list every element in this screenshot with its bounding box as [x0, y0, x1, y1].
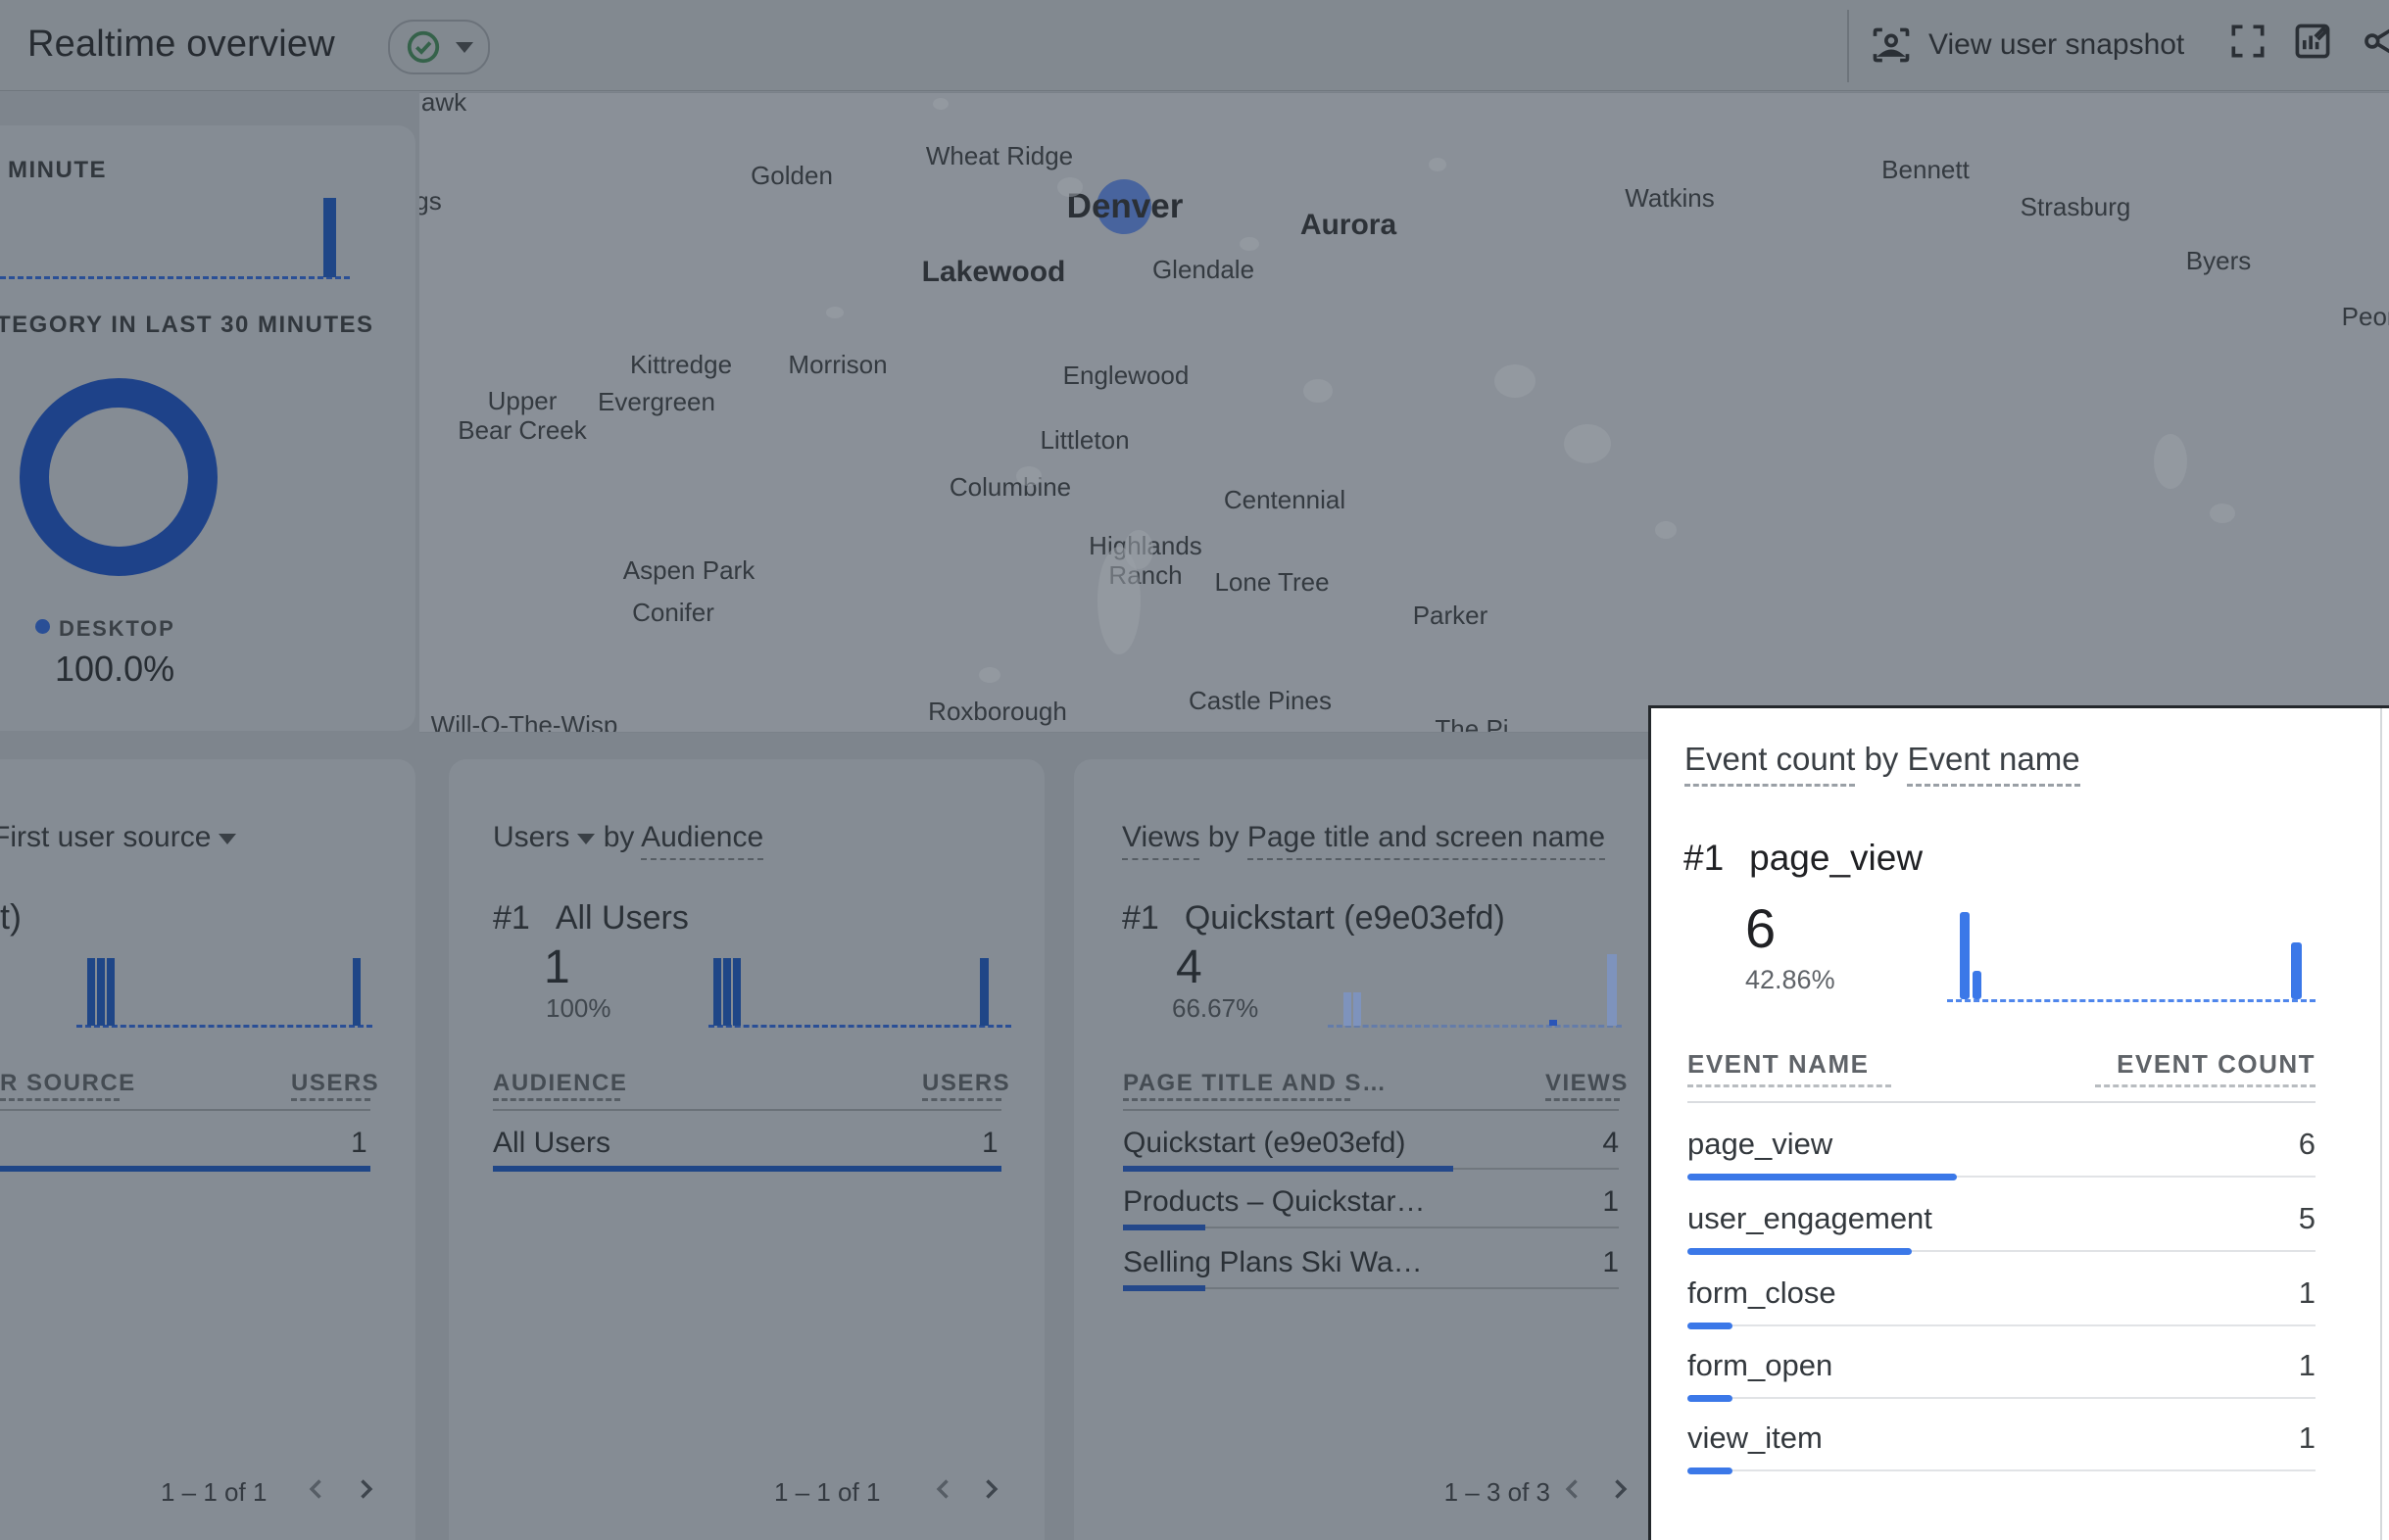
spark-bar	[713, 958, 721, 1026]
map-terrain-patch	[1494, 364, 1536, 398]
map-city-label: Morrison	[788, 351, 887, 380]
event-count-panel: Event count by Event name #1page_view 6 …	[1648, 705, 2389, 1540]
views-spark	[1074, 759, 1666, 1540]
map-city-label: Conifer	[632, 599, 714, 628]
map-terrain-patch	[1564, 424, 1611, 463]
spark-bar	[1607, 954, 1617, 1026]
spark-baseline	[76, 1025, 372, 1028]
map-terrain-patch	[979, 667, 1000, 683]
map-city-label: Aspen Park	[623, 556, 755, 586]
map-city-label: Wheat Ridge	[926, 142, 1073, 171]
map-city-label: Golden	[751, 162, 833, 191]
spark-bar	[723, 958, 731, 1026]
map-city-label: Watkins	[1625, 184, 1715, 214]
fullscreen-icon[interactable]	[2226, 20, 2269, 63]
map-terrain-patch	[1124, 530, 1153, 569]
users-by-audience-spark	[449, 759, 1045, 1540]
spark-bar	[2291, 942, 2302, 999]
spark-bar	[323, 198, 336, 277]
map-city-label: Englewood	[1063, 361, 1190, 391]
spark-bar	[1343, 992, 1351, 1026]
spark-baseline	[1947, 999, 2316, 1002]
map-terrain-patch	[1655, 521, 1677, 539]
map-city-label: Denver	[1067, 187, 1184, 226]
map-city-label: gs	[419, 187, 442, 217]
view-user-snapshot-label: View user snapshot	[1928, 28, 2184, 62]
edit-chart-icon[interactable]	[2291, 20, 2334, 63]
map-city-label: Lone Tree	[1214, 568, 1329, 598]
map-city-label: Castle Pines	[1189, 687, 1332, 716]
map-terrain-patch	[1057, 177, 1083, 197]
spark-bar	[107, 958, 115, 1026]
share-icon[interactable]	[2360, 20, 2389, 63]
map-city-label: Aurora	[1300, 209, 1396, 243]
first-user-source-spark	[0, 759, 415, 1540]
map-city-label: awk	[421, 92, 466, 118]
map-city-label: Evergreen	[598, 388, 715, 417]
map-city-label: Upper Bear Creek	[458, 387, 587, 446]
map-city-label: Will-O-The-Wisp	[431, 711, 618, 733]
map-city-label: Centennial	[1224, 486, 1345, 515]
ga-realtime-screen: Realtime overview View user snapshot	[0, 0, 2389, 1540]
page-title: Realtime overview	[27, 24, 335, 66]
map-city-label: Columbine	[950, 473, 1071, 503]
check-circle-icon	[405, 28, 442, 66]
map-terrain-patch	[2210, 504, 2235, 523]
event-count-spark	[1651, 708, 2389, 1540]
map-city-label: The Pi	[1435, 715, 1508, 733]
map-terrain-patch	[2154, 434, 2187, 489]
map-city-label: Strasburg	[2021, 193, 2131, 222]
map-city-label: Byers	[2186, 247, 2251, 276]
spark-bar	[87, 958, 95, 1026]
spark-bar	[1973, 971, 1981, 999]
map-city-label: Peori	[2342, 303, 2389, 332]
spark-bar	[1960, 912, 1970, 999]
app-header: Realtime overview View user snapshot	[0, 0, 2389, 91]
spark-bar	[1353, 992, 1361, 1026]
spark-bar	[97, 958, 105, 1026]
users-per-minute-card: MINUTE TEGORY IN LAST 30 MINUTES DESKTOP…	[0, 125, 415, 731]
chevron-down-icon	[456, 42, 473, 53]
panel-scroll-track[interactable]	[2380, 708, 2382, 1540]
header-divider	[1847, 10, 1849, 82]
map-city-label: Glendale	[1152, 256, 1254, 285]
map-terrain-patch	[1303, 379, 1333, 403]
map-city-label: Bennett	[1881, 156, 1970, 185]
map-terrain-patch	[933, 98, 949, 110]
spark-bar	[733, 958, 741, 1026]
map-city-label: Parker	[1413, 602, 1488, 631]
report-status-badge[interactable]	[388, 20, 490, 74]
geo-map[interactable]: awk gs Golden Wheat Ridge Denver Aurora Watkin…	[419, 92, 2389, 733]
map-terrain-patch	[1429, 158, 1446, 171]
map-city-label: Kittredge	[630, 351, 732, 380]
map-city-label: Lakewood	[922, 256, 1066, 290]
spark-baseline	[708, 1025, 1011, 1028]
spark-baseline	[1328, 1025, 1622, 1028]
spark-baseline	[0, 276, 350, 279]
map-terrain-patch	[1240, 237, 1259, 251]
spark-bar	[353, 958, 361, 1026]
view-user-snapshot-button[interactable]: View user snapshot	[1870, 18, 2184, 72]
spark-bar	[980, 958, 989, 1026]
map-terrain-patch	[1016, 466, 1042, 486]
user-snapshot-icon	[1870, 24, 1913, 67]
map-terrain-patch	[826, 307, 844, 318]
users-per-minute-spark	[0, 125, 415, 731]
map-city-label: Roxborough	[928, 698, 1067, 727]
spark-bar	[1549, 1020, 1557, 1026]
map-city-label: Littleton	[1040, 426, 1129, 456]
